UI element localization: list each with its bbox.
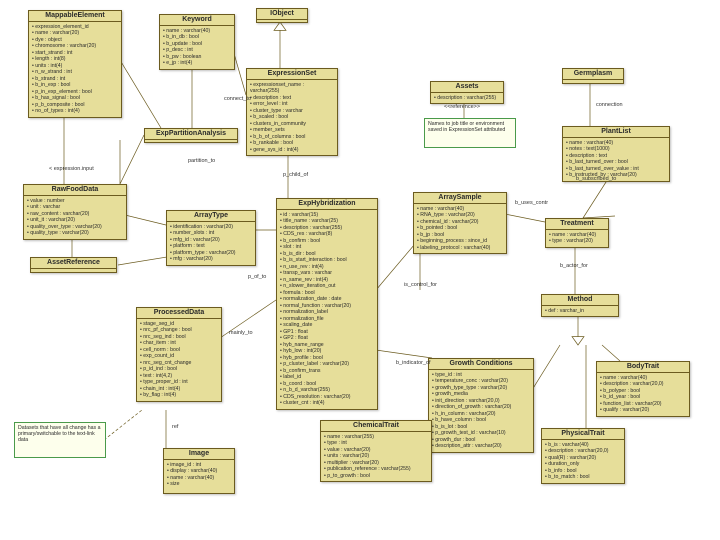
edge-label: b_actor_for — [560, 263, 588, 269]
class-rawFoodData[interactable]: RawFoodData• value : number• unit : varc… — [23, 184, 127, 240]
class-processedData[interactable]: ProcessedData• stage_seg_id• nrc_pf_chan… — [136, 307, 222, 402]
class-arraySample[interactable]: ArraySample• name : varchar(40)• RNA_typ… — [413, 192, 507, 254]
edge-label: ref — [172, 424, 178, 430]
edge-label: connect_to — [224, 96, 251, 102]
note-note1: Names to job title or environment saved … — [424, 118, 516, 148]
class-title: ExpPartitionAnalysis — [145, 129, 237, 140]
class-title: IObject — [257, 9, 307, 20]
edge-label: <<reference>> — [444, 104, 480, 110]
class-physicalTrait[interactable]: PhysicalTrait• b_is : varchar(40)• descr… — [541, 428, 625, 484]
class-title: PhysicalTrait — [542, 429, 624, 440]
class-attrs: • description : varchar(255) — [431, 93, 503, 104]
class-title: BodyTrait — [597, 362, 689, 373]
class-mappableElement[interactable]: MappableElement• expression_element_id• … — [28, 10, 122, 118]
edge-label: p_of_to — [248, 274, 266, 280]
class-title: PlantList — [563, 127, 669, 138]
class-iobject[interactable]: IObject — [256, 8, 308, 23]
edge-label: is_control_for — [404, 282, 437, 288]
class-title: AssetReference — [31, 258, 116, 269]
class-treatment[interactable]: Treatment• name : varchar(40)• type : va… — [545, 218, 609, 248]
class-title: MappableElement — [29, 11, 121, 22]
class-attrs: • name : varchar(40)• notes : text(1000)… — [563, 138, 669, 181]
class-attrs: • identification : varchar(20)• number_s… — [167, 222, 255, 265]
uml-diagram-canvas: MappableElement• expression_element_id• … — [0, 0, 720, 540]
class-arrayType[interactable]: ArrayType• identification : varchar(20)•… — [166, 210, 256, 266]
class-germplasm[interactable]: Germplasm — [562, 68, 624, 84]
class-attrs: • expressionset_name : varchar(255)• des… — [247, 80, 337, 156]
class-image[interactable]: Image• image_id : int• display : varchar… — [163, 448, 235, 494]
class-attrs: • name : varchar(40)• type : varchar(20) — [546, 230, 608, 247]
edge-label: mainly_to — [229, 330, 253, 336]
class-attrs: • image_id : int• display : varchar(40)•… — [164, 460, 234, 490]
edge-label: connection — [596, 102, 623, 108]
class-title: ChemicalTrait — [321, 421, 431, 432]
note-text: Names to job title or environment saved … — [425, 119, 515, 135]
edge-label: b_indicator_of — [396, 360, 431, 366]
class-attrs: • id : varchar(15)• title_name : varchar… — [277, 210, 377, 409]
edge-label: partition_to — [188, 158, 215, 164]
class-attrs: • value : number• unit : varchar• raw_co… — [24, 196, 126, 239]
class-keyword[interactable]: Keyword• name : varchar(40)• b_in_db : b… — [159, 14, 235, 70]
class-method[interactable]: Method• def : varchar_in — [541, 294, 619, 317]
class-title: ExpHybridization — [277, 199, 377, 210]
class-title: Image — [164, 449, 234, 460]
class-assetReference[interactable]: AssetReference — [30, 257, 117, 273]
class-title: Method — [542, 295, 618, 306]
class-attrs: • expression_element_id• name : varchar(… — [29, 22, 121, 117]
class-title: ArrayType — [167, 211, 255, 222]
class-attrs: • type_id : int• temperature_conc : varc… — [429, 370, 533, 452]
note-note2: Datasets that have all change has a prim… — [14, 422, 106, 458]
class-attrs: • name : varchar(255)• type : int• value… — [321, 432, 431, 482]
edge-label: b_uses_contr — [515, 200, 548, 206]
class-chemicalTrait[interactable]: ChemicalTrait• name : varchar(255)• type… — [320, 420, 432, 482]
class-expressionSet[interactable]: ExpressionSet• expressionset_name : varc… — [246, 68, 338, 156]
class-title: ArraySample — [414, 193, 506, 204]
class-attrs: • name : varchar(40)• RNA_type : varchar… — [414, 204, 506, 254]
class-expPartitionAnalysis[interactable]: ExpPartitionAnalysis — [144, 128, 238, 143]
edge-label: < expression.input — [49, 166, 94, 172]
class-assets[interactable]: Assets• description : varchar(255) — [430, 81, 504, 104]
class-plantList[interactable]: PlantList• name : varchar(40)• notes : t… — [562, 126, 670, 182]
edge-label: b_subscribed_to — [576, 176, 616, 182]
class-title: Germplasm — [563, 69, 623, 80]
class-attrs: • stage_seg_id• nrc_pf_change : bool• nr… — [137, 319, 221, 401]
class-title: Keyword — [160, 15, 234, 26]
class-title: Assets — [431, 82, 503, 93]
class-bodyTrait[interactable]: BodyTrait• name : varchar(40)• descripti… — [596, 361, 690, 417]
note-text: Datasets that have all change has a prim… — [15, 423, 105, 446]
class-attrs: • name : varchar(40)• description : varc… — [597, 373, 689, 416]
class-growthConditions[interactable]: Growth Conditions• type_id : int• temper… — [428, 358, 534, 453]
class-attrs: • name : varchar(40)• b_in_db : bool• b_… — [160, 26, 234, 69]
class-attrs: • def : varchar_in — [542, 306, 618, 317]
class-attrs: • b_is : varchar(40)• description : varc… — [542, 440, 624, 483]
class-title: RawFoodData — [24, 185, 126, 196]
class-title: Treatment — [546, 219, 608, 230]
class-title: ProcessedData — [137, 308, 221, 319]
class-title: Growth Conditions — [429, 359, 533, 370]
class-expHybridization[interactable]: ExpHybridization• id : varchar(15)• titl… — [276, 198, 378, 410]
edge-label: p_child_of — [283, 172, 308, 178]
class-title: ExpressionSet — [247, 69, 337, 80]
